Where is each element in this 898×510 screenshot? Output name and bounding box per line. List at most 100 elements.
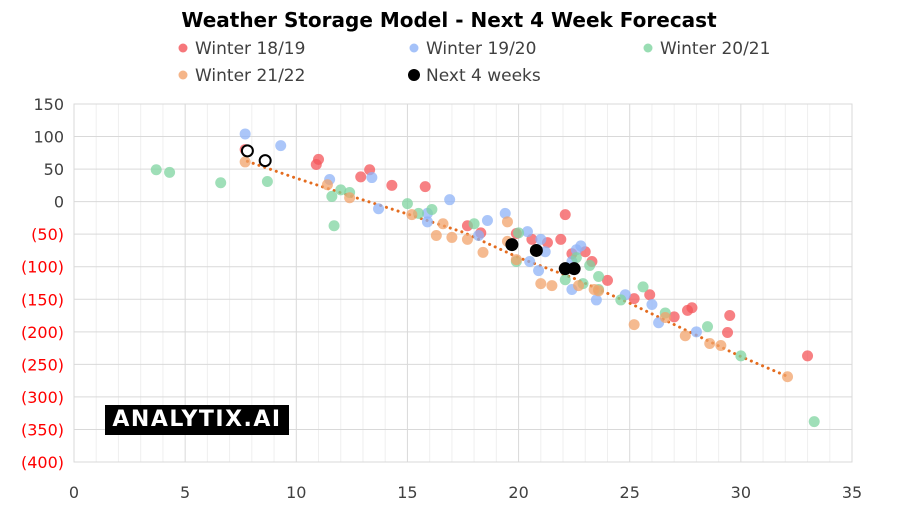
legend-marker (643, 43, 653, 53)
point-winter-19-20 (275, 140, 287, 152)
y-tick-label: (250) (21, 355, 64, 374)
y-tick-label: 150 (33, 95, 64, 114)
y-tick-label: (350) (21, 420, 64, 439)
point-winter-21-22 (239, 156, 251, 168)
point-winter-19-20 (590, 294, 602, 306)
plot-area-border (73, 103, 853, 463)
point-winter-19-20 (499, 207, 511, 219)
point-winter-19-20 (570, 244, 582, 256)
legend-label: Winter 18/19 (195, 39, 305, 59)
point-winter-20-21 (637, 281, 649, 293)
point-winter-18-19 (419, 181, 431, 193)
point-winter-20-21 (702, 321, 714, 333)
chart-title: Weather Storage Model - Next 4 Week Fore… (181, 8, 717, 32)
x-tick-label: 20 (508, 483, 528, 502)
point-winter-21-22 (437, 218, 449, 230)
x-tick-label: 30 (731, 483, 751, 502)
point-winter-20-21 (335, 184, 347, 196)
point-winter-20-21 (426, 203, 438, 215)
point-winter-18-19 (722, 326, 734, 338)
point-winter-21-22 (344, 192, 356, 204)
point-winter-18-19 (668, 311, 680, 323)
y-tick-label: (150) (21, 290, 64, 309)
point-winter-19-20 (481, 215, 493, 227)
point-winter-20-21 (808, 416, 820, 428)
y-axis-ticks: 150 100 50 0 (50) (100) (150) (200) (250) (300) (3… (21, 95, 64, 472)
legend-marker (178, 43, 188, 53)
point-winter-20-21 (570, 252, 582, 264)
point-winter-21-22 (659, 311, 671, 323)
point-winter-21-22 (430, 229, 442, 241)
point-next-4-weeks (558, 262, 572, 276)
analytix-logo: ANALYTIX.AI (105, 405, 289, 435)
point-winter-18-19 (628, 293, 640, 305)
point-winter-19-20 (521, 226, 533, 238)
point-winter-20-21 (584, 259, 596, 271)
point-winter-18-19 (644, 289, 656, 301)
point-winter-20-21 (559, 274, 571, 286)
point-winter-20-21 (328, 220, 340, 232)
x-axis-ticks: 0 5 10 15 20 25 30 35 (69, 483, 862, 502)
legend-label: Winter 20/21 (660, 39, 770, 59)
point-winter-19-20 (533, 265, 545, 277)
point-winter-20-21 (735, 350, 747, 362)
point-winter-21-22 (535, 278, 547, 290)
point-winter-19-20 (366, 172, 378, 184)
x-tick-label: 10 (286, 483, 306, 502)
point-winter-20-21 (468, 218, 480, 230)
point-winter-19-20 (535, 233, 547, 245)
y-tick-label: (300) (21, 388, 64, 407)
point-winter-20-21 (513, 227, 525, 239)
y-tick-label: 100 (33, 128, 64, 147)
legend-marker (409, 43, 419, 53)
point-winter-18-19 (802, 350, 814, 362)
point-winter-18-19 (601, 274, 613, 286)
point-winter-21-22 (501, 216, 513, 228)
point-hollow-marker (240, 144, 254, 158)
point-winter-19-20 (473, 229, 485, 241)
point-winter-18-19 (310, 159, 322, 171)
point-winter-19-20 (421, 216, 433, 228)
point-winter-20-21 (615, 294, 627, 306)
point-winter-21-22 (679, 330, 691, 342)
data-points (150, 128, 820, 428)
point-winter-18-19 (355, 171, 367, 183)
point-winter-20-21 (326, 190, 338, 202)
x-tick-label: 35 (842, 483, 862, 502)
point-winter-20-21 (401, 198, 413, 210)
point-winter-21-22 (593, 285, 605, 297)
point-hollow-marker (258, 154, 272, 168)
point-winter-18-19 (559, 209, 571, 221)
point-next-4-weeks (529, 243, 543, 257)
y-tick-label: 0 (54, 193, 64, 212)
point-winter-18-19 (555, 233, 567, 245)
point-next-4-weeks (505, 238, 519, 252)
point-winter-21-22 (628, 319, 640, 331)
point-winter-21-22 (573, 280, 585, 292)
point-winter-18-19 (386, 179, 398, 191)
point-winter-20-21 (261, 175, 273, 187)
legend-marker (178, 70, 188, 80)
legend-marker (408, 69, 420, 81)
legend: Winter 18/19 Winter 19/20 Winter 20/21 Wint… (178, 39, 770, 86)
y-tick-label: (400) (21, 453, 64, 472)
point-winter-21-22 (406, 209, 418, 221)
point-winter-19-20 (524, 256, 536, 268)
point-winter-20-21 (215, 177, 227, 189)
x-tick-label: 0 (69, 483, 79, 502)
point-winter-21-22 (461, 233, 473, 245)
x-tick-label: 25 (620, 483, 640, 502)
y-tick-label: (50) (31, 225, 64, 244)
legend-label: Winter 19/20 (426, 39, 536, 59)
point-winter-21-22 (321, 179, 333, 191)
point-winter-19-20 (646, 298, 658, 310)
y-tick-label: (100) (21, 258, 64, 277)
x-tick-label: 15 (397, 483, 417, 502)
point-winter-21-22 (782, 371, 794, 383)
point-winter-21-22 (704, 338, 716, 350)
x-tick-label: 5 (180, 483, 190, 502)
point-winter-18-19 (686, 302, 698, 314)
point-winter-19-20 (373, 203, 385, 215)
point-winter-20-21 (150, 164, 162, 176)
